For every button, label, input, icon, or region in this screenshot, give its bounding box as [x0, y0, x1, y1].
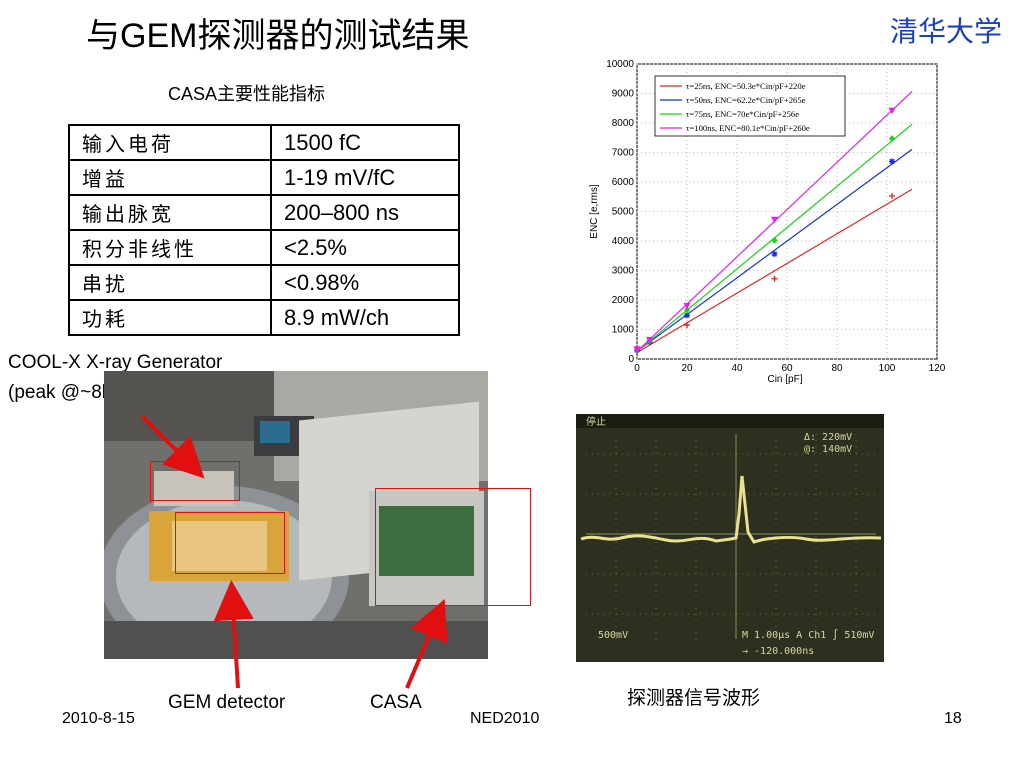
- footer-page-number: 18: [944, 710, 962, 727]
- slide-title: 与GEM探测器的测试结果: [86, 17, 470, 55]
- spec-row: 增益 1-19 mV/fC: [68, 159, 460, 196]
- casa-label: CASA: [370, 692, 422, 713]
- gem-detector-label: GEM detector: [168, 692, 286, 713]
- y-tick-label: 7000: [612, 148, 635, 159]
- enc-vs-cin-chart: 0 20 40 60 80 100 120 0 1000 2000 3000 4000 5000 6000…: [589, 59, 946, 385]
- spec-label: 增益: [68, 159, 272, 196]
- data-point: [771, 216, 778, 224]
- x-tick-label: 80: [831, 363, 843, 374]
- scope-readout-cursor: @: 140mV: [804, 444, 852, 455]
- y-tick-label: 10000: [606, 59, 634, 70]
- spec-row: 积分非线性 <2.5%: [68, 229, 460, 266]
- data-point: [771, 275, 778, 282]
- legend-entry: τ=75ns, ENC=70e*Cin/pF+256e: [686, 109, 799, 119]
- x-tick-label: 120: [929, 363, 946, 374]
- spec-label: 输入电荷: [68, 124, 272, 161]
- spec-label: 积分非线性: [68, 229, 272, 266]
- data-point: [889, 192, 895, 199]
- institution-name: 清华大学: [889, 15, 1002, 48]
- data-point: [889, 135, 895, 143]
- x-axis-label: Cin [pF]: [767, 374, 802, 385]
- spec-label: 输出脉宽: [68, 194, 272, 231]
- data-point: [684, 312, 690, 319]
- footer-date: 2010-8-15: [62, 710, 135, 727]
- scope-readout-delta: Δ: 220mV: [804, 432, 852, 443]
- scope-trigger-position: → -120.000ns: [742, 646, 814, 657]
- x-tick-label: 60: [781, 363, 793, 374]
- y-tick-label: 1000: [612, 325, 635, 336]
- data-point: [684, 322, 690, 329]
- y-tick-label: 0: [628, 354, 634, 365]
- legend-entry: τ=100ns, ENC=80.1e*Cin/pF+260e: [686, 123, 810, 133]
- casa-spec-table: 输入电荷 1500 fC 增益 1-19 mV/fC 输出脉宽 200–800 ns 积分非…: [68, 124, 460, 336]
- fit-line: [636, 148, 913, 352]
- x-tick-label: 20: [681, 363, 693, 374]
- gem-highlight-box: [175, 512, 285, 574]
- y-tick-label: 2000: [612, 295, 635, 306]
- scope-timebase: M 1.00μs A Ch1 ∫ 510mV: [742, 629, 874, 641]
- data-point: [683, 302, 691, 310]
- oscilloscope-display: 停止 Δ: 220mV @: 140mV 500mV M 1.00μs A Ch…: [576, 414, 884, 662]
- waveform-caption: 探测器信号波形: [627, 687, 761, 709]
- data-point: [771, 250, 778, 257]
- generator-callout-line1: COOL-X X-ray Generator: [8, 352, 223, 373]
- generator-arrow: [140, 414, 205, 479]
- casa-highlight-box: [375, 488, 531, 606]
- spec-value: 1-19 mV/fC: [270, 159, 460, 196]
- fit-line: [636, 188, 913, 354]
- data-point: [888, 107, 896, 115]
- y-tick-label: 4000: [612, 236, 635, 247]
- x-tick-label: 100: [879, 363, 896, 374]
- casa-spec-caption: CASA主要性能指标: [168, 84, 326, 104]
- x-tick-label: 40: [731, 363, 743, 374]
- footer-event: NED2010: [470, 710, 540, 727]
- data-point: [684, 306, 690, 314]
- spec-value: 1500 fC: [270, 124, 460, 161]
- data-point: [646, 336, 653, 344]
- spec-row: 功耗 8.9 mW/ch: [68, 299, 460, 336]
- x-tick-label: 0: [634, 363, 640, 374]
- legend-entry: τ=50ns, ENC=62.2e*Cin/pF+265e: [686, 95, 806, 105]
- y-axis-label: ENC [e,rms]: [589, 184, 600, 239]
- y-tick-label: 6000: [612, 177, 635, 188]
- spec-row: 输入电荷 1500 fC: [68, 124, 460, 161]
- y-tick-label: 9000: [612, 89, 635, 100]
- data-point: [633, 346, 641, 353]
- data-point: [771, 236, 778, 244]
- data-point: [889, 158, 895, 165]
- y-tick-label: 5000: [612, 207, 635, 218]
- spec-value: <2.5%: [270, 229, 460, 266]
- spec-row: 串扰 <0.98%: [68, 264, 460, 301]
- legend-entry: τ=25ns, ENC=50.3e*Cin/pF+220e: [686, 81, 806, 91]
- y-tick-label: 3000: [612, 266, 635, 277]
- scope-channel-scale: 500mV: [598, 630, 628, 641]
- spec-row: 输出脉宽 200–800 ns: [68, 194, 460, 231]
- spec-value: 200–800 ns: [270, 194, 460, 231]
- casa-arrow: [405, 598, 448, 689]
- legend-box: [654, 75, 846, 137]
- oscilloscope-screen: 停止 Δ: 220mV @: 140mV 500mV M 1.00μs A Ch…: [576, 414, 884, 662]
- spec-value: <0.98%: [270, 264, 460, 301]
- spec-label: 功耗: [68, 299, 272, 336]
- scope-status: 停止: [586, 415, 606, 428]
- y-tick-label: 8000: [612, 118, 635, 129]
- spec-value: 8.9 mW/ch: [270, 299, 460, 336]
- spec-label: 串扰: [68, 264, 272, 301]
- gem-arrow: [213, 580, 254, 689]
